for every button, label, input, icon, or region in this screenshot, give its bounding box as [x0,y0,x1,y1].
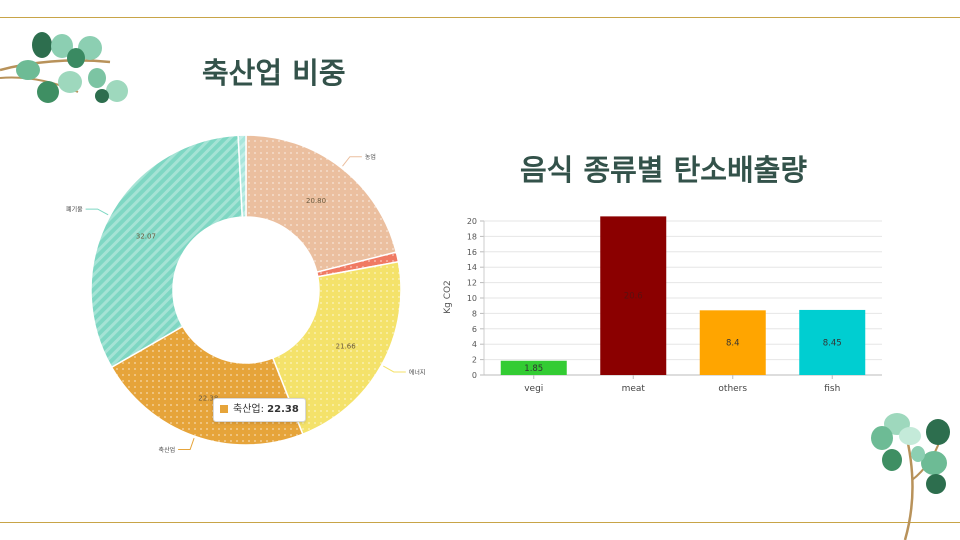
bar-y-tick-label: 20 [467,217,477,226]
donut-value-label: 21.66 [336,342,357,350]
donut-slice-농업-pattern [246,135,397,273]
tooltip-color-swatch [220,405,228,413]
bar-y-axis-label: Kg CO2 [443,280,453,314]
bottom-border-line [0,522,960,523]
bar-meat[interactable] [600,216,667,375]
bar-y-tick-label: 6 [472,325,477,334]
bar-y-tick-label: 0 [472,371,477,380]
bar-y-tick-label: 16 [467,248,477,257]
tooltip-label: 축산업 [233,404,261,415]
bar-vegi[interactable] [500,360,567,375]
bar-category-label: others [718,384,747,394]
bar-y-tick-label: 18 [467,232,477,241]
top-border-line [0,17,960,18]
bar-fish[interactable] [799,309,866,375]
donut-category-label: 폐기물 [66,206,83,214]
bar-others[interactable] [699,310,766,375]
bar-y-tick-label: 4 [472,340,477,349]
donut-tooltip: 축산업: 22.38 [213,398,306,422]
slide-title-food-emissions: 음식 종류별 탄소배출량 [520,153,807,187]
donut-slice-minor-5-pattern [238,135,246,218]
bar-value-label: 1.85 [524,364,543,374]
bar-value-label: 20.6 [624,292,643,302]
donut-leader-line [342,156,362,167]
bar-y-tick-label: 10 [467,294,477,303]
bar-value-label: 8.4 [726,339,740,349]
bar-category-label: meat [622,384,646,394]
donut-slice-폐기물-pattern [90,135,243,368]
bar-category-label: vegi [524,384,543,394]
bar-y-tick-label: 8 [472,309,477,318]
donut-leader-line [383,365,406,373]
donut-value-label: 20.80 [306,197,326,205]
leaf-branch-bottom-right [871,413,950,540]
donut-leader-line [178,438,195,450]
donut-category-label: 에너지 [409,368,426,376]
bar-value-label: 8.45 [823,338,842,348]
donut-slice-에너지-pattern [272,261,401,435]
donut-value-label: 22.38 [198,395,218,403]
donut-value-label: 32.07 [136,232,156,240]
leaf-branch-top-left [0,32,128,103]
bar-category-label: fish [824,384,840,394]
donut-leader-line [85,208,109,216]
bar-y-tick-label: 14 [467,263,477,272]
bar-y-tick-label: 12 [467,279,477,288]
donut-category-label: 축산업 [159,446,176,454]
tooltip-value: 22.38 [267,404,299,415]
donut-category-label: 농업 [365,153,376,161]
donut-slice-minor-1-pattern [316,252,399,277]
slide-title-livestock-share: 축산업 비중 [202,56,346,90]
bar-y-tick-label: 2 [472,356,477,365]
